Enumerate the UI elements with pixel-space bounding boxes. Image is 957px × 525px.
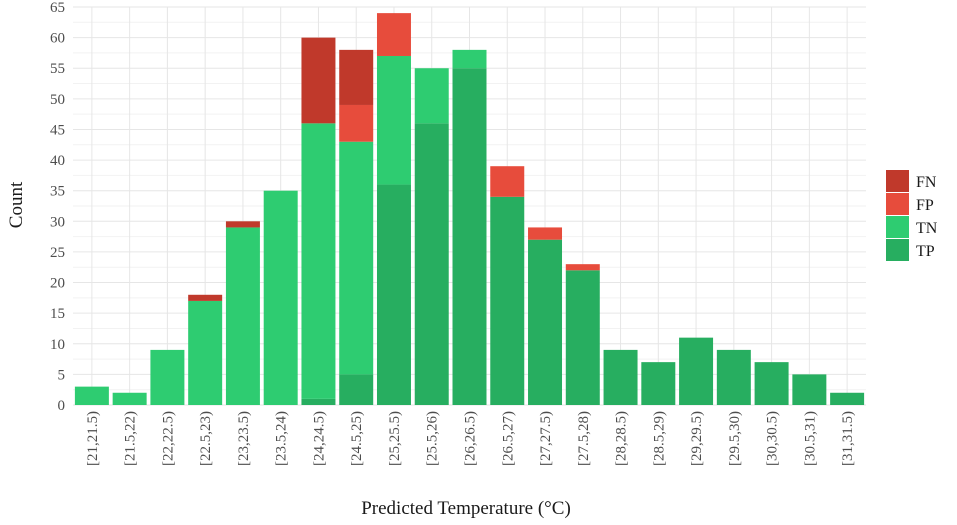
legend-key-tn: [886, 216, 909, 238]
bar-segment-fp: [528, 227, 563, 240]
x-tick-label: [21.5,22): [123, 411, 139, 466]
x-tick-label: [22,22.5): [160, 411, 176, 466]
legend-label-fp: FP: [916, 197, 934, 214]
bar-segment-tp: [528, 239, 563, 405]
bar-segment-tp: [716, 349, 751, 405]
y-axis-title: Count: [6, 181, 27, 228]
x-tick-label: [21,21.5): [85, 411, 101, 466]
x-tick-label: [30.5,31): [802, 411, 818, 466]
y-tick-label: 5: [58, 367, 66, 383]
x-tick-label: [24.5,25): [349, 411, 365, 466]
y-tick-label: 60: [50, 31, 65, 47]
y-tick-label: 30: [50, 214, 65, 230]
bar-segment-fn: [339, 49, 374, 105]
bar-segment-fp: [339, 104, 374, 142]
y-tick-label: 0: [58, 398, 66, 414]
bar-segment-tn: [188, 300, 223, 405]
bar-segment-tp: [641, 362, 676, 405]
bar-segment-fn: [188, 294, 223, 301]
bar-segment-tp: [339, 374, 374, 405]
x-tick-label: [31,31.5): [840, 411, 856, 466]
legend-key-fp: [886, 193, 909, 215]
bar-segment-fp: [376, 13, 411, 56]
y-tick-label: 25: [50, 245, 65, 261]
x-tick-label: [22.5,23): [198, 411, 214, 466]
bar-segment-tp: [301, 398, 336, 405]
bar-segment-fp: [490, 166, 525, 197]
bar-segment-tp: [414, 123, 449, 405]
x-tick-label: [27.5,28): [576, 411, 592, 466]
bar-segment-tp: [376, 184, 411, 405]
y-tick-label: 45: [50, 122, 65, 138]
x-tick-label: [27,27.5): [538, 411, 554, 466]
legend-key-tp: [886, 239, 909, 261]
legend-key-fn: [886, 170, 909, 192]
bar-segment-tp: [830, 392, 865, 405]
y-tick-label: 15: [50, 306, 65, 322]
bar-segment-tn: [74, 386, 109, 405]
y-tick-label: 20: [50, 276, 65, 292]
bar-segment-tn: [376, 55, 411, 185]
y-tick-label: 35: [50, 184, 65, 200]
bar-segment-tn: [225, 227, 260, 405]
y-tick-label: 40: [50, 153, 65, 169]
x-axis-title: Predicted Temperature (°C): [361, 498, 571, 519]
bar-segment-fp: [565, 264, 600, 271]
y-tick-label: 50: [50, 92, 65, 108]
legend: FN FP TN TP: [886, 170, 938, 261]
bar-stacks: [74, 13, 865, 405]
x-tick-label: [26.5,27): [500, 411, 516, 466]
bar-segment-tn: [339, 141, 374, 375]
y-axis-ticks: 0 5 10 15 20 25 30 35 40 45 50 55 60 65: [50, 0, 65, 414]
x-tick-label: [29.5,30): [727, 411, 743, 466]
legend-label-fn: FN: [916, 174, 937, 191]
bar-segment-tn: [150, 349, 185, 405]
bar-segment-tn: [414, 68, 449, 124]
x-tick-label: [30,30.5): [765, 411, 781, 466]
bar-segment-tp: [603, 349, 638, 405]
y-tick-label: 55: [50, 61, 65, 77]
bar-segment-tp: [490, 196, 525, 405]
x-tick-label: [23.5,24): [274, 411, 290, 466]
bar-segment-tn: [263, 190, 298, 405]
x-tick-label: [25.5,26): [425, 411, 441, 466]
bar-segment-tp: [792, 374, 827, 405]
x-tick-label: [23,23.5): [236, 411, 252, 466]
bar-segment-tp: [754, 362, 789, 405]
bar-segment-fn: [225, 221, 260, 228]
x-tick-label: [26,26.5): [463, 411, 479, 466]
bar-segment-tn: [112, 392, 147, 405]
x-tick-label: [28.5,29): [651, 411, 667, 466]
bar-segment-tp: [565, 270, 600, 405]
x-tick-label: [24,24.5): [311, 411, 327, 466]
y-tick-label: 65: [50, 0, 65, 16]
bar-segment-tn: [452, 49, 487, 69]
bar-segment-tp: [452, 68, 487, 405]
legend-label-tn: TN: [916, 220, 938, 237]
bar-segment-tp: [679, 337, 714, 405]
x-tick-label: [25,25.5): [387, 411, 403, 466]
x-tick-label: [28,28.5): [614, 411, 630, 466]
legend-label-tp: TP: [916, 243, 935, 260]
x-axis-ticks: [21,21.5) [21.5,22) [22,22.5) [22.5,23) [23,…: [85, 411, 856, 466]
bar-segment-fn: [301, 37, 336, 124]
bar-segment-tn: [301, 123, 336, 399]
x-tick-label: [29,29.5): [689, 411, 705, 466]
y-tick-label: 10: [50, 337, 65, 353]
